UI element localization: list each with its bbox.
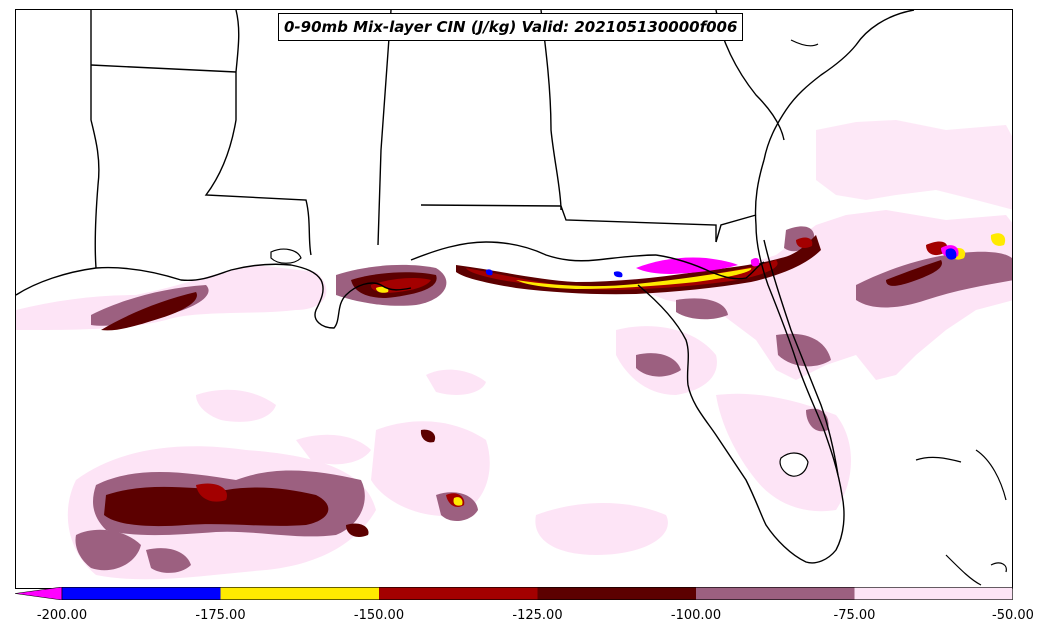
colorbar-bin-2 xyxy=(220,587,379,600)
colorbar-bin-5 xyxy=(696,587,855,600)
colorbar-tick-label: -125.00 xyxy=(512,608,563,623)
lakes xyxy=(270,248,809,477)
colorbar-bin-4 xyxy=(537,587,696,600)
colorbar-tick-label: -75.00 xyxy=(833,608,876,623)
colorbar xyxy=(15,587,1013,600)
cin-map xyxy=(16,10,1012,586)
colorbar-tick-label: -200.00 xyxy=(36,608,88,623)
map-title: 0-90mb Mix-layer CIN (J/kg) Valid: 20210… xyxy=(278,13,744,41)
colorbar-tick-label: -175.00 xyxy=(195,608,246,623)
islands xyxy=(790,39,1007,586)
colorbar-bin-6 xyxy=(854,587,1013,600)
colorbar-tick-label: -100.00 xyxy=(670,608,722,623)
colorbar-bin-1 xyxy=(62,587,221,600)
colorbar-tick-label: -150.00 xyxy=(353,608,405,623)
map-panel xyxy=(15,9,1013,589)
cin-field-blue xyxy=(485,248,957,278)
colorbar-bin-3 xyxy=(379,587,538,600)
colorbar-extend-min xyxy=(15,587,63,600)
colorbar-tick-label: -50.00 xyxy=(992,608,1034,623)
